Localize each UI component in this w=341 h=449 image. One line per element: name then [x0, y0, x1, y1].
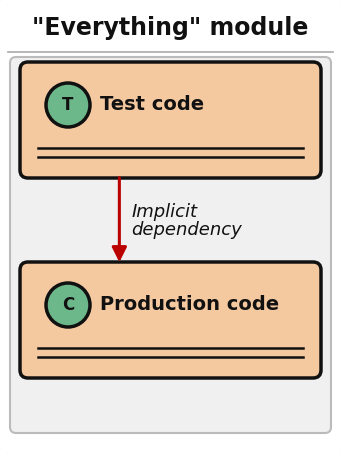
- FancyBboxPatch shape: [20, 262, 321, 378]
- Circle shape: [46, 83, 90, 127]
- Text: Implicit: Implicit: [131, 203, 197, 221]
- Text: "Everything" module: "Everything" module: [32, 16, 309, 40]
- Text: Production code: Production code: [100, 295, 279, 314]
- FancyBboxPatch shape: [10, 57, 331, 433]
- FancyBboxPatch shape: [20, 62, 321, 178]
- Text: Test code: Test code: [100, 96, 204, 114]
- Text: dependency: dependency: [131, 221, 242, 239]
- Circle shape: [46, 283, 90, 327]
- Text: T: T: [62, 96, 74, 114]
- Text: C: C: [62, 296, 74, 314]
